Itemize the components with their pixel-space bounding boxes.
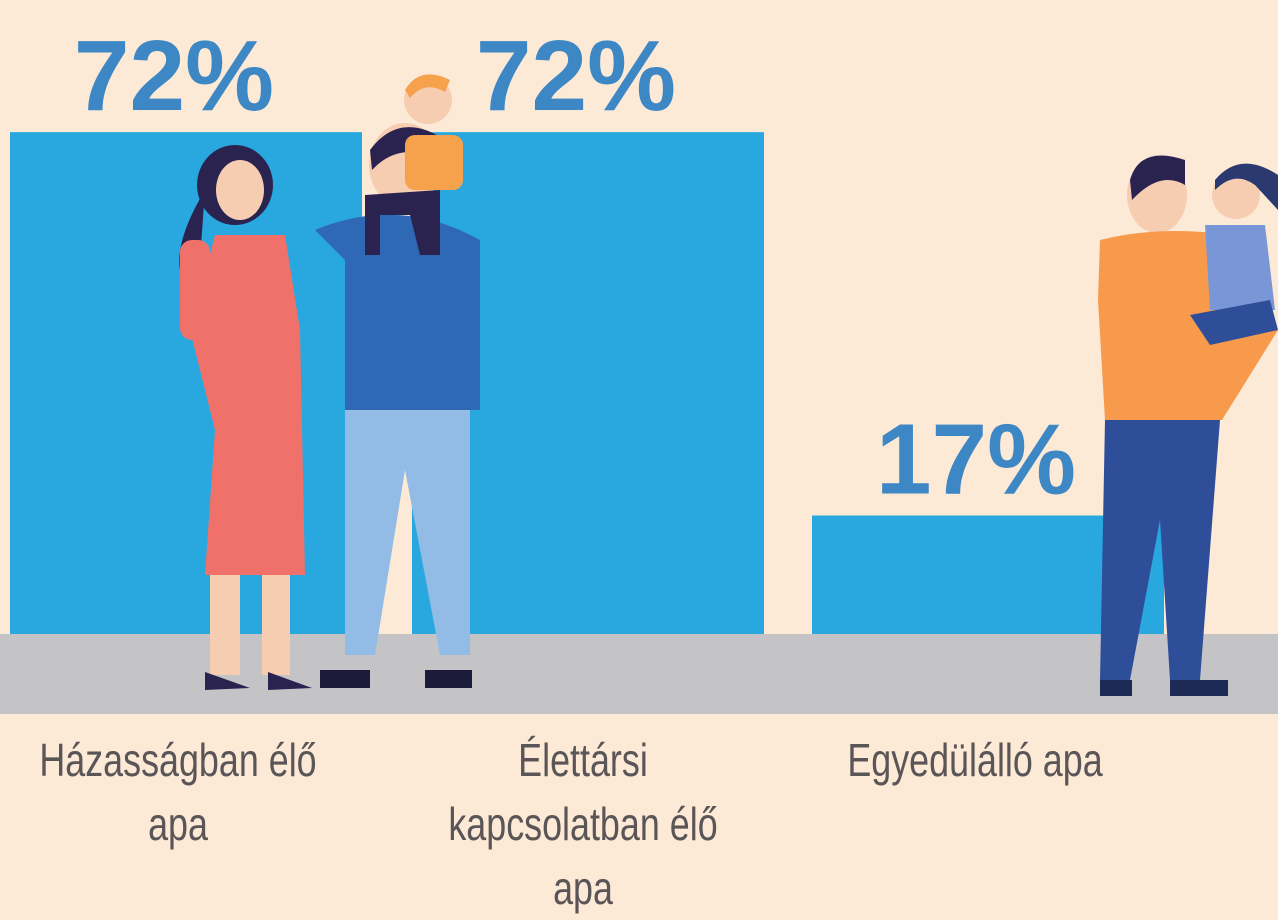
value-label: 72% bbox=[74, 20, 274, 132]
category-label: Egyedülálló apa bbox=[847, 734, 1103, 786]
category-label: Élettársi kapcsolatban élő apa bbox=[448, 734, 718, 914]
chart: 72% 72% 17% bbox=[0, 20, 1278, 714]
floor bbox=[0, 634, 1278, 714]
category-label: Házasságban élő apa bbox=[39, 734, 317, 850]
woman-figure bbox=[179, 145, 312, 690]
illustrations bbox=[179, 74, 1278, 696]
single-father-figure bbox=[1098, 155, 1278, 696]
bar bbox=[10, 132, 362, 634]
value-label: 72% bbox=[476, 20, 676, 132]
value-label: 17% bbox=[876, 404, 1076, 516]
man-figure bbox=[315, 74, 480, 688]
infographic: 72% 72% 17% bbox=[0, 20, 1278, 914]
